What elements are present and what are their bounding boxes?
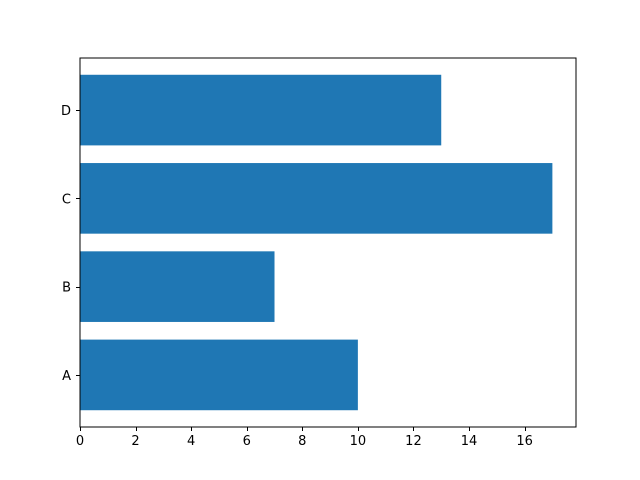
bars-layer xyxy=(80,74,553,411)
y-tick-label-B: B xyxy=(62,281,71,296)
x-axis-ticks: 0 2 4 6 8 10 12 14 16 xyxy=(76,427,533,449)
y-tick-label-C: C xyxy=(62,192,71,207)
bar-B xyxy=(80,251,275,322)
y-tick-label-A: A xyxy=(62,369,71,384)
x-tick-label: 4 xyxy=(187,434,195,449)
x-tick-label: 10 xyxy=(350,434,367,449)
bar-C xyxy=(80,163,553,234)
y-axis-ticks: A B C D xyxy=(61,104,80,384)
x-tick-label: 2 xyxy=(131,434,139,449)
x-tick-label: 16 xyxy=(516,434,533,449)
plot-area-frame xyxy=(79,57,577,428)
x-tick-label: 14 xyxy=(461,434,478,449)
x-tick-label: 6 xyxy=(243,434,251,449)
y-tick-label-D: D xyxy=(61,104,71,119)
x-tick-label: 0 xyxy=(76,434,84,449)
x-tick-label: 8 xyxy=(298,434,306,449)
bar-D xyxy=(80,74,442,146)
bar-A xyxy=(80,339,358,411)
x-tick-label: 12 xyxy=(405,434,422,449)
